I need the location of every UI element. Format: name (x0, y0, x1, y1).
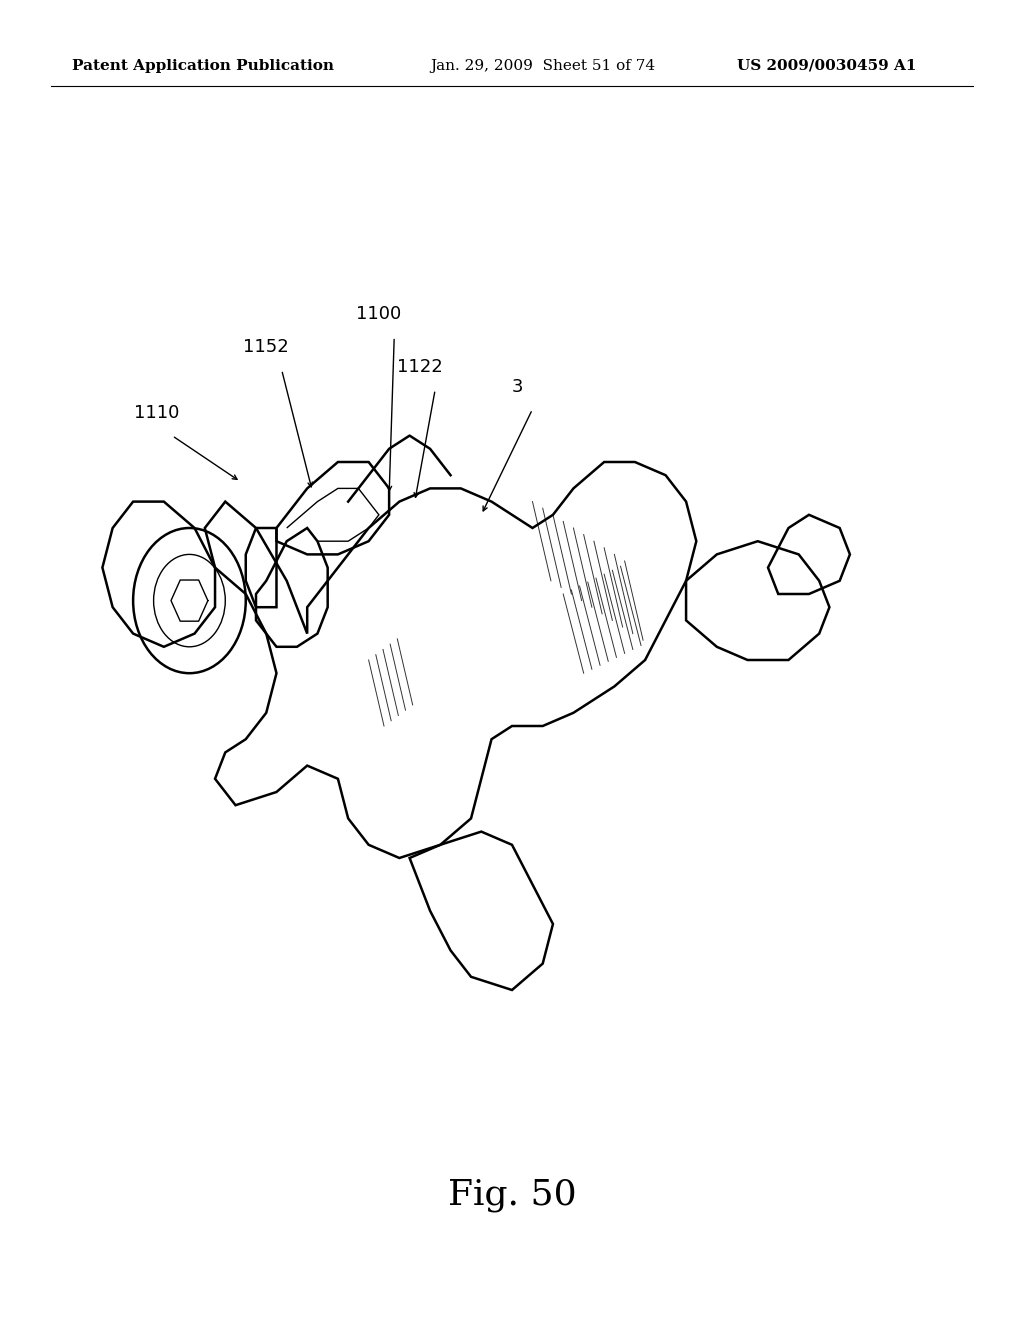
Text: US 2009/0030459 A1: US 2009/0030459 A1 (737, 58, 916, 73)
Text: 1152: 1152 (244, 338, 289, 356)
Text: Fig. 50: Fig. 50 (447, 1177, 577, 1212)
Text: 1100: 1100 (356, 305, 401, 323)
Text: Jan. 29, 2009  Sheet 51 of 74: Jan. 29, 2009 Sheet 51 of 74 (430, 58, 655, 73)
Text: 1122: 1122 (397, 358, 442, 376)
Text: 3: 3 (511, 378, 523, 396)
Text: Patent Application Publication: Patent Application Publication (72, 58, 334, 73)
Text: 1110: 1110 (134, 404, 179, 422)
